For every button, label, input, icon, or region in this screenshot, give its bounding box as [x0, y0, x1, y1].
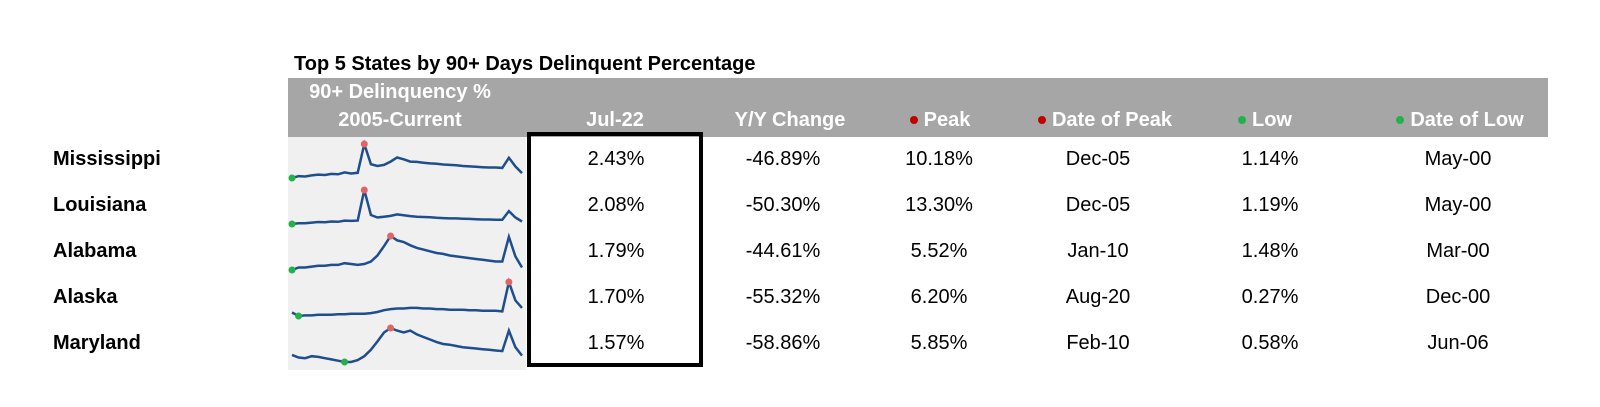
cell-yoy: -58.86%: [745, 332, 821, 354]
sparkline-path: [291, 277, 523, 318]
sparkline-chart: [288, 232, 524, 274]
low-dot-icon: [1238, 116, 1246, 124]
header-date-of-low-label: Date of Low: [1410, 109, 1524, 131]
sparkline-low-marker: [341, 358, 349, 366]
cell-current: 2.08%: [587, 194, 645, 216]
header-date-of-peak-label: Date of Peak: [1051, 109, 1173, 131]
peak-dot-icon: [909, 116, 918, 124]
header-yoy-change: Y/Y Change: [734, 109, 846, 131]
sparkline-chart: [288, 186, 523, 228]
sparkline-peak-marker: [360, 140, 368, 148]
sparkline-path: [291, 189, 523, 226]
peak-dot-icon: [1037, 116, 1046, 124]
state-name: Louisiana: [53, 194, 147, 216]
cell-date-peak: Dec-05: [1065, 194, 1131, 216]
cell-yoy: -50.30%: [745, 194, 821, 216]
low-dot-icon: [1396, 116, 1405, 124]
cell-low: 0.58%: [1241, 332, 1299, 354]
cell-current: 1.79%: [587, 240, 645, 262]
header-date-of-low: Date of Low: [1375, 109, 1545, 132]
cell-yoy: -55.32%: [745, 286, 821, 308]
cell-current: 1.57%: [587, 332, 645, 354]
sparkline-path: [291, 139, 523, 180]
header-sparkline-line1: 90+ Delinquency %: [309, 81, 491, 103]
sparkline-chart: [291, 324, 523, 366]
header-current: Jul-22: [586, 109, 644, 131]
cell-date-peak: Aug-20: [1065, 286, 1131, 308]
header-date-of-peak: Date of Peak: [1005, 109, 1205, 132]
cell-date-low: Dec-00: [1425, 286, 1491, 308]
sparkline-peak-marker: [505, 278, 513, 286]
cell-peak: 10.18%: [905, 148, 973, 170]
header-low: Low: [1205, 109, 1325, 132]
cell-date-low: May-00: [1424, 148, 1492, 170]
sparkline-path: [291, 232, 524, 272]
header-peak: Peak: [880, 109, 1000, 132]
current-column-highlight: [527, 132, 703, 367]
state-name: Maryland: [53, 332, 141, 354]
cell-date-peak: Feb-10: [1066, 332, 1130, 354]
sparkline-peak-marker: [387, 324, 395, 332]
header-low-label: Low: [1252, 109, 1292, 131]
cell-low: 1.19%: [1241, 194, 1299, 216]
sparkline-peak-marker: [387, 232, 395, 240]
cell-yoy: -44.61%: [745, 240, 821, 262]
state-name: Alabama: [53, 240, 137, 262]
header-sparkline-line2: 2005-Current: [338, 109, 462, 131]
cell-current: 2.43%: [587, 148, 645, 170]
cell-peak: 13.30%: [905, 194, 973, 216]
sparkline-low-marker: [288, 174, 296, 182]
cell-low: 1.14%: [1241, 148, 1299, 170]
cell-low: 0.27%: [1241, 286, 1299, 308]
state-name: Alaska: [53, 286, 118, 308]
cell-low: 1.48%: [1241, 240, 1299, 262]
cell-peak: 5.52%: [910, 240, 968, 262]
cell-peak: 5.85%: [910, 332, 968, 354]
sparkline-chart: [288, 139, 523, 182]
header-band: [288, 78, 1548, 137]
cell-yoy: -46.89%: [745, 148, 821, 170]
cell-date-peak: Dec-05: [1065, 148, 1131, 170]
sparkline-low-marker: [288, 220, 296, 228]
cell-date-low: Jun-06: [1427, 332, 1489, 354]
cell-date-low: Mar-00: [1426, 240, 1490, 262]
sparkline-low-marker: [295, 312, 303, 320]
header-peak-label: Peak: [923, 109, 971, 131]
sparkline-peak-marker: [360, 186, 368, 194]
state-name: Mississippi: [53, 148, 161, 170]
cell-date-peak: Jan-10: [1067, 240, 1129, 262]
cell-date-low: May-00: [1424, 194, 1492, 216]
table-title: Top 5 States by 90+ Days Delinquent Perc…: [294, 53, 756, 75]
sparkline-path: [291, 326, 523, 364]
sparkline-low-marker: [288, 266, 296, 274]
sparkline-chart: [291, 277, 523, 320]
cell-peak: 6.20%: [910, 286, 968, 308]
cell-current: 1.70%: [587, 286, 645, 308]
